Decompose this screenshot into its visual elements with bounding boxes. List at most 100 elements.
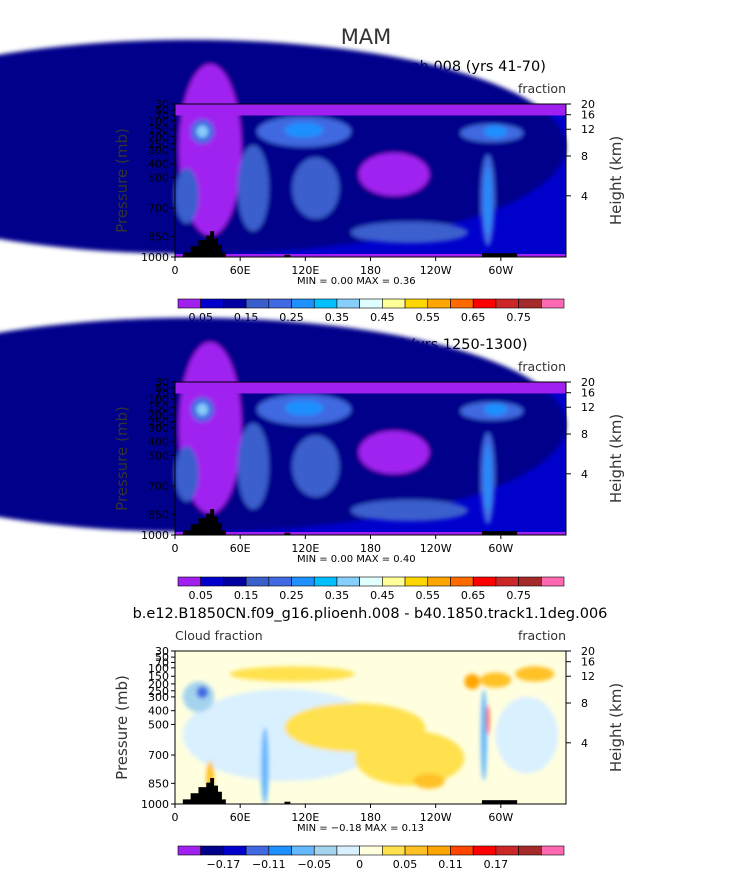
x-tick-label: 0 [172,542,179,555]
y-axis-right-label: Height (km) [607,136,625,225]
colorbar-swatch [313,845,338,856]
colorbar-swatch [268,576,292,587]
pressure-tick-label: 250 [148,138,169,151]
colorbar-label: −0.17 [207,858,241,871]
pressure-tick-label: 200 [148,678,169,691]
colorbar-swatch [313,576,338,587]
pressure-tick-label: 250 [148,685,169,698]
height-tick-label: 4 [581,190,588,203]
colorbar-swatch [291,845,315,856]
colorbar-swatch [382,576,406,587]
colorbar-swatch [268,845,292,856]
height-tick-label: 8 [581,150,588,163]
colorbar-label: 0.35 [325,589,350,602]
contour-field [175,651,566,804]
pressure-tick-label: 400 [148,705,169,718]
colorbar-swatch [427,845,451,856]
colorbar: −0.17 −0.11 −0.05 0 0.05 0.11 0.17 [177,845,565,871]
pressure-tick-label: 50 [155,651,169,664]
pressure-tick-label: 200 [148,409,169,422]
pressure-tick-label: 70 [155,387,169,400]
height-tick-label: 20 [581,98,595,111]
colorbar-swatch [200,576,224,587]
colorbar: 0.05 0.15 0.25 0.35 0.45 0.55 0.65 0.75 [177,298,565,324]
pressure-tick-label: 1000 [141,798,169,811]
x-tick-label: 120E [291,542,319,555]
x-tick-label: 0 [172,264,179,277]
x-tick-label: 120E [291,811,319,824]
height-tick-label: 12 [581,670,595,683]
y-axis-label: Pressure (mb) [113,406,131,511]
colorbar-swatch [223,298,247,309]
colorbar-swatch [268,298,292,309]
figure-title: MAM [341,25,392,49]
height-tick-label: 16 [581,387,595,400]
height-tick-label: 16 [581,656,595,669]
x-tick-label: 60E [230,542,251,555]
colorbar-swatch [472,845,497,856]
colorbar-swatch [404,298,429,309]
min-max-stats: MIN = −0.18 MAX = 0.13 [297,823,424,834]
pressure-tick-label: 400 [148,158,169,171]
pressure-tick-label: 70 [155,656,169,669]
pressure-tick-label: 400 [148,436,169,449]
colorbar-label: 0.65 [461,589,486,602]
pressure-tick-label: 700 [148,749,169,762]
colorbar-label: 0 [356,858,363,871]
pressure-tick-label: 700 [148,480,169,493]
pressure-tick-label: 250 [148,416,169,429]
pressure-tick-label: 50 [155,382,169,395]
colorbar-swatch [382,298,406,309]
height-tick-label: 20 [581,376,595,389]
colorbar-label: −0.11 [252,858,286,871]
pressure-tick-label: 500 [148,171,169,184]
x-tick-label: 60W [488,264,513,277]
height-tick-label: 12 [581,123,595,136]
x-tick-label: 120W [420,811,452,824]
pressure-tick-label: 300 [148,144,169,157]
x-tick-label: 120E [291,264,319,277]
y-axis-right-label: Height (km) [607,414,625,503]
colorbar-swatch [359,298,383,309]
colorbar-label: 0.75 [506,311,531,324]
colorbar-label: 0.45 [370,589,395,602]
colorbar-label: 0.45 [370,311,395,324]
topography-mask [182,230,226,257]
colorbar-swatch [177,298,202,309]
small-topo [284,801,291,804]
x-tick-label: 0 [172,811,179,824]
colorbar-swatch [495,576,519,587]
pressure-tick-label: 30 [155,645,169,658]
pressure-tick-label: 30 [155,376,169,389]
colorbar-swatch [427,576,451,587]
height-tick-label: 4 [581,468,588,481]
colorbar-swatch [223,845,247,856]
pressure-tick-label: 300 [148,422,169,435]
colorbar-label: 0.05 [188,589,213,602]
contour-field [0,317,566,535]
x-tick-label: 180 [360,811,381,824]
colorbar-swatch [336,576,360,587]
colorbar-swatch [427,298,451,309]
pressure-tick-label: 1000 [141,251,169,264]
pressure-tick-label: 200 [148,131,169,144]
pressure-tick-label: 100 [148,115,169,128]
pressure-tick-label: 700 [148,202,169,215]
pressure-tick-label: 70 [155,109,169,122]
colorbar-label: 0.17 [484,858,509,871]
x-tick-label: 60W [488,542,513,555]
colorbar-swatch [540,576,565,587]
colorbar-swatch [404,576,429,587]
colorbar-swatch [177,576,202,587]
y-axis-label: Pressure (mb) [113,675,131,780]
colorbar-label: 0.11 [438,858,463,871]
colorbar-swatch [336,845,360,856]
colorbar-label: 0.55 [416,311,441,324]
colorbar-swatch [472,298,497,309]
contour-field [0,39,566,257]
pressure-tick-label: 850 [148,508,169,521]
units-label: fraction [518,359,566,374]
height-tick-label: 8 [581,697,588,710]
colorbar-swatch [177,845,202,856]
colorbar-label: 0.35 [325,311,350,324]
